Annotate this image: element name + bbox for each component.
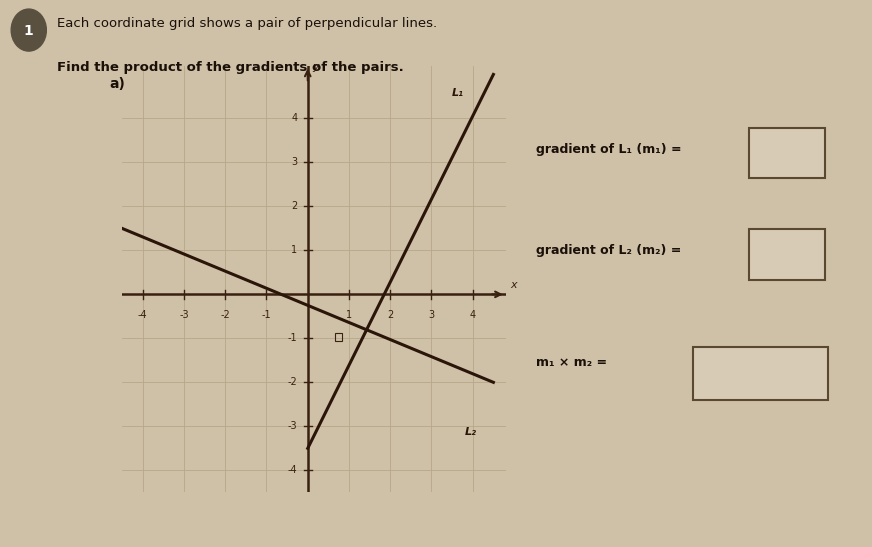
Text: gradient of L₁ (m₁) =: gradient of L₁ (m₁) = xyxy=(536,143,682,156)
FancyBboxPatch shape xyxy=(693,347,828,400)
Text: a): a) xyxy=(109,77,125,90)
Text: Each coordinate grid shows a pair of perpendicular lines.: Each coordinate grid shows a pair of per… xyxy=(57,18,437,30)
Text: 4: 4 xyxy=(291,113,297,124)
Circle shape xyxy=(11,9,46,51)
Text: -3: -3 xyxy=(179,310,188,320)
Text: 2: 2 xyxy=(291,201,297,211)
Text: 1: 1 xyxy=(291,246,297,255)
Text: m₁ × m₂ =: m₁ × m₂ = xyxy=(536,357,608,369)
Text: 4: 4 xyxy=(470,310,476,320)
Text: L₂: L₂ xyxy=(465,427,476,437)
Text: L₁: L₁ xyxy=(452,89,464,98)
Text: Find the product of the gradients of the pairs.: Find the product of the gradients of the… xyxy=(57,61,404,74)
Text: 1: 1 xyxy=(346,310,352,320)
Text: -4: -4 xyxy=(288,465,297,475)
Text: -4: -4 xyxy=(138,310,147,320)
FancyBboxPatch shape xyxy=(749,128,825,178)
Text: gradient of L₂ (m₂) =: gradient of L₂ (m₂) = xyxy=(536,245,682,257)
Text: 2: 2 xyxy=(387,310,393,320)
Text: y: y xyxy=(312,62,318,72)
Text: -2: -2 xyxy=(288,377,297,387)
Text: 1: 1 xyxy=(24,24,34,38)
Text: -1: -1 xyxy=(288,333,297,344)
Text: 3: 3 xyxy=(428,310,434,320)
Text: -1: -1 xyxy=(262,310,271,320)
Text: x: x xyxy=(510,280,516,290)
Text: 3: 3 xyxy=(291,158,297,167)
Text: -3: -3 xyxy=(288,421,297,432)
Text: -2: -2 xyxy=(221,310,230,320)
FancyBboxPatch shape xyxy=(749,229,825,280)
